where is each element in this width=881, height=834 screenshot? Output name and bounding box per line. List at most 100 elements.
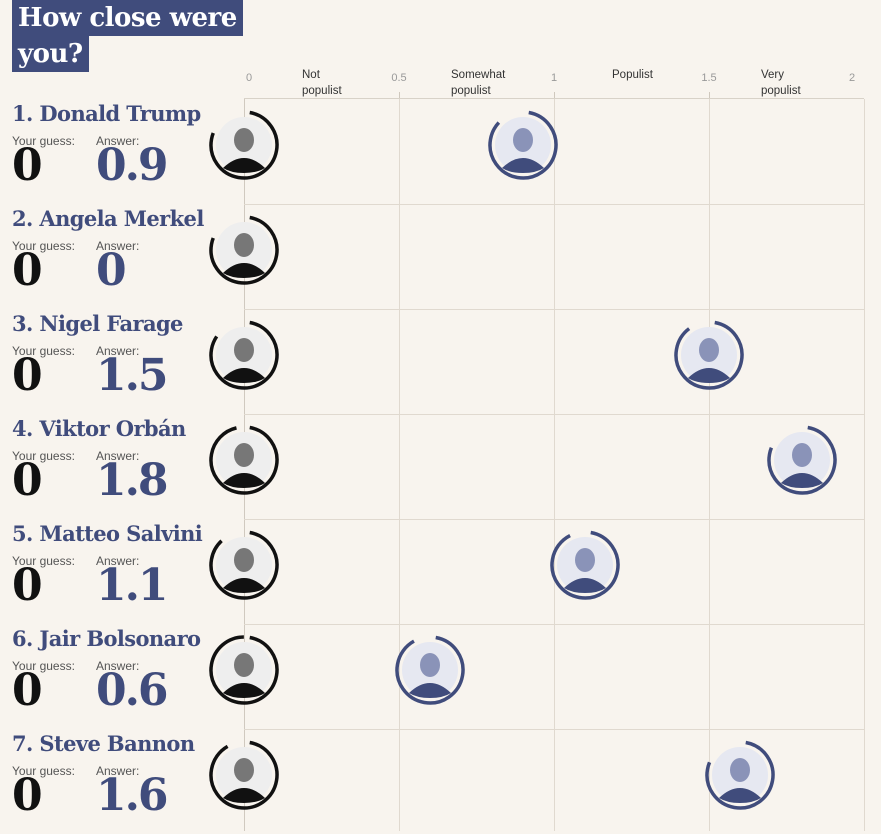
person-row: 4. Viktor Orbán Your guess: Answer: 0 1.8	[0, 414, 864, 519]
answer-label: Answer:	[96, 134, 140, 148]
person-row: 3. Nigel Farage Your guess: Answer: 0 1.5	[0, 309, 864, 414]
portrait-body	[223, 578, 265, 593]
guess-label: Your guess:	[12, 554, 75, 568]
row-separator	[244, 414, 864, 415]
progress-ring	[550, 530, 620, 600]
guess-value: 0	[12, 350, 43, 401]
portrait-head	[234, 233, 254, 257]
portrait-head	[420, 653, 440, 677]
category-label-line: populist	[451, 85, 491, 97]
tick-label: 0.5	[391, 72, 407, 84]
tick-label: 2	[848, 72, 856, 84]
answer-marker	[395, 635, 465, 705]
answer-value: 1.5	[96, 350, 169, 401]
category-label: Very populist	[761, 67, 801, 99]
guess-value: 0	[12, 140, 43, 191]
gridline	[864, 99, 865, 831]
portrait-body	[223, 263, 265, 278]
answer-marker	[550, 530, 620, 600]
page-title: How close were you?	[12, 0, 243, 72]
portrait-body	[719, 788, 761, 803]
answer-marker	[674, 320, 744, 390]
progress-ring	[209, 530, 279, 600]
title-line-1: How close were	[12, 0, 243, 36]
answer-value: 0.6	[96, 665, 169, 716]
answer-marker	[767, 425, 837, 495]
progress-ring	[674, 320, 744, 390]
guess-label: Your guess:	[12, 344, 75, 358]
person-row: 1. Donald Trump Your guess: Answer: 0 0.9	[0, 99, 864, 204]
portrait-body	[223, 788, 265, 803]
gridline	[709, 99, 710, 831]
portrait-head	[234, 128, 254, 152]
category-label: Not populist	[302, 67, 342, 99]
progress-ring	[209, 740, 279, 810]
answer-marker	[488, 110, 558, 180]
row-separator	[244, 309, 864, 310]
guess-marker	[209, 425, 279, 495]
progress-ring	[767, 425, 837, 495]
guess-marker	[209, 110, 279, 180]
progress-ring	[488, 110, 558, 180]
person-name: 6. Jair Bolsonaro	[12, 626, 201, 651]
portrait-body	[409, 683, 451, 698]
progress-ring	[209, 110, 279, 180]
answer-label: Answer:	[96, 554, 140, 568]
gridline	[554, 99, 555, 831]
person-name: 7. Steve Bannon	[12, 731, 195, 756]
portrait-head	[513, 128, 533, 152]
axis-header: 0 0.5 1 1.5 2 Not populist Somewhat populist Popu…	[0, 60, 881, 100]
answer-label: Answer:	[96, 449, 140, 463]
gridline	[399, 99, 400, 831]
category-label-line: Populist	[612, 69, 653, 81]
tick-mark	[709, 92, 710, 98]
guess-label: Your guess:	[12, 659, 75, 673]
progress-ring	[209, 635, 279, 705]
category-label: Populist	[612, 67, 653, 83]
person-name: 1. Donald Trump	[12, 101, 201, 126]
row-separator	[244, 729, 864, 730]
category-label-line: populist	[761, 85, 801, 97]
row-separator	[244, 624, 864, 625]
portrait-head	[234, 548, 254, 572]
answer-marker	[705, 740, 775, 810]
guess-marker	[209, 635, 279, 705]
guess-label: Your guess:	[12, 134, 75, 148]
portrait-head	[234, 653, 254, 677]
answer-value: 0.9	[96, 140, 169, 191]
answer-value: 1.1	[96, 560, 169, 611]
title-line-2: you?	[12, 36, 89, 72]
portrait-body	[688, 368, 730, 383]
portrait-body	[564, 578, 606, 593]
guess-label: Your guess:	[12, 239, 75, 253]
portrait-body	[223, 158, 265, 173]
guess-value: 0	[12, 455, 43, 506]
tick-mark	[554, 92, 555, 98]
progress-ring	[705, 740, 775, 810]
guess-marker	[209, 530, 279, 600]
progress-ring	[209, 320, 279, 390]
tick-mark	[399, 92, 400, 98]
category-label-line: populist	[302, 85, 342, 97]
guess-marker	[209, 215, 279, 285]
answer-label: Answer:	[96, 659, 140, 673]
guess-label: Your guess:	[12, 449, 75, 463]
guess-marker	[209, 740, 279, 810]
answer-label: Answer:	[96, 344, 140, 358]
person-name: 2. Angela Merkel	[12, 206, 204, 231]
portrait-body	[781, 473, 823, 488]
guess-value: 0	[12, 245, 43, 296]
portrait-head	[234, 338, 254, 362]
person-row: 5. Matteo Salvini Your guess: Answer: 0 1.1	[0, 519, 864, 624]
portrait-head	[234, 443, 254, 467]
person-name: 5. Matteo Salvini	[12, 521, 203, 546]
portrait-head	[699, 338, 719, 362]
progress-ring	[209, 215, 279, 285]
person-row: 2. Angela Merkel Your guess: Answer: 0 0	[0, 204, 864, 309]
portrait-head	[730, 758, 750, 782]
answer-label: Answer:	[96, 239, 140, 253]
category-label-line: Very	[761, 69, 785, 81]
guess-value: 0	[12, 665, 43, 716]
row-separator	[244, 204, 864, 205]
guess-value: 0	[12, 560, 43, 611]
